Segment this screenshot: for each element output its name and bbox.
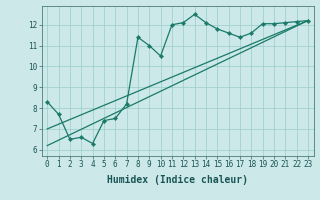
X-axis label: Humidex (Indice chaleur): Humidex (Indice chaleur) <box>107 175 248 185</box>
